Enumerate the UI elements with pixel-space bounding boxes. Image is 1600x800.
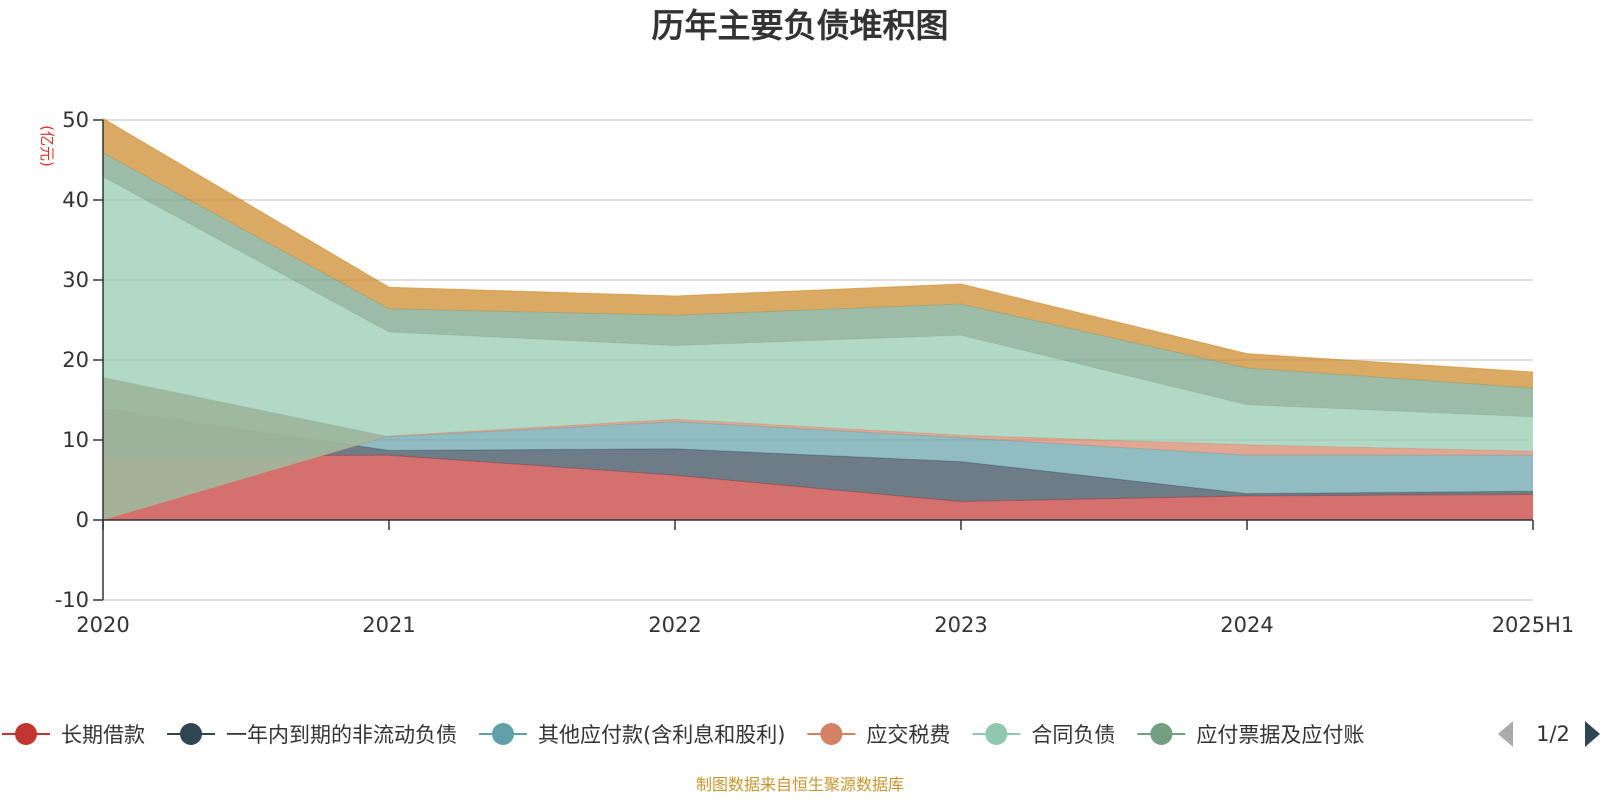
legend-label: 其他应付款(含利息和股利) bbox=[538, 723, 785, 747]
y-tick-label: 30 bbox=[62, 268, 89, 292]
legend-circle-marker bbox=[1150, 723, 1173, 745]
x-tick-label: 2025H1 bbox=[1492, 613, 1575, 637]
y-axis-ticks: 50 40 30 20 10 0 -10 bbox=[55, 108, 103, 612]
legend-item-4[interactable]: 合同负债 bbox=[972, 723, 1115, 747]
area-series-4 bbox=[103, 176, 1533, 521]
legend-circle-marker bbox=[985, 723, 1008, 745]
legend-next-page-icon[interactable] bbox=[1585, 721, 1600, 747]
y-tick-label: 40 bbox=[62, 188, 89, 212]
y-axis-unit-label: (亿元) bbox=[38, 125, 56, 167]
legend-label: 合同负债 bbox=[1031, 723, 1115, 747]
legend-item-0[interactable]: 长期借款 bbox=[2, 723, 145, 747]
y-tick-label: 20 bbox=[62, 348, 89, 372]
area-series-group bbox=[102, 117, 1534, 521]
area-series-5 bbox=[103, 152, 1533, 417]
legend-item-2[interactable]: 其他应付款(含利息和股利) bbox=[479, 723, 785, 747]
legend-circle-marker bbox=[180, 723, 202, 745]
legend-label: 应交税费 bbox=[866, 723, 950, 747]
legend-label: 应付票据及应付账 bbox=[1196, 723, 1364, 747]
data-source-note: 制图数据来自恒生聚源数据库 bbox=[696, 775, 904, 794]
legend-item-1[interactable]: 一年内到期的非流动负债 bbox=[167, 723, 457, 747]
series-top-line-6 bbox=[102, 117, 1534, 373]
y-tick-label: -10 bbox=[55, 588, 89, 612]
area-series-0 bbox=[103, 455, 1533, 520]
x-tick-label: 2022 bbox=[648, 613, 701, 637]
y-tick-label: 10 bbox=[62, 428, 89, 452]
x-tick-label: 2021 bbox=[362, 613, 415, 637]
legend-circle-marker bbox=[820, 723, 843, 745]
legend-circle-marker bbox=[15, 723, 37, 745]
x-tick-label: 2024 bbox=[1220, 613, 1273, 637]
x-tick-label: 2020 bbox=[76, 613, 129, 637]
legend: 长期借款 一年内到期的非流动负债 其他应付款(含利息和股利) 应交税费 合同负债 应付票据… bbox=[2, 723, 1364, 747]
chart-title: 历年主要负债堆积图 bbox=[652, 6, 949, 45]
area-series-2 bbox=[103, 377, 1533, 494]
legend-page-indicator: 1/2 bbox=[1536, 722, 1570, 746]
legend-label: 一年内到期的非流动负债 bbox=[226, 723, 457, 747]
legend-label: 长期借款 bbox=[61, 723, 145, 747]
legend-pager: 1/2 bbox=[1498, 721, 1600, 747]
legend-item-3[interactable]: 应交税费 bbox=[807, 723, 950, 747]
x-axis-ticks: 2020 2021 2022 2023 2024 2025H1 bbox=[76, 520, 1574, 637]
y-tick-label: 0 bbox=[76, 508, 89, 532]
legend-circle-marker bbox=[492, 723, 514, 745]
y-tick-label: 50 bbox=[62, 108, 89, 132]
legend-prev-page-icon[interactable] bbox=[1498, 721, 1513, 747]
x-tick-label: 2023 bbox=[934, 613, 987, 637]
area-series-3 bbox=[103, 377, 1533, 520]
legend-item-5[interactable]: 应付票据及应付账 bbox=[1137, 723, 1364, 747]
